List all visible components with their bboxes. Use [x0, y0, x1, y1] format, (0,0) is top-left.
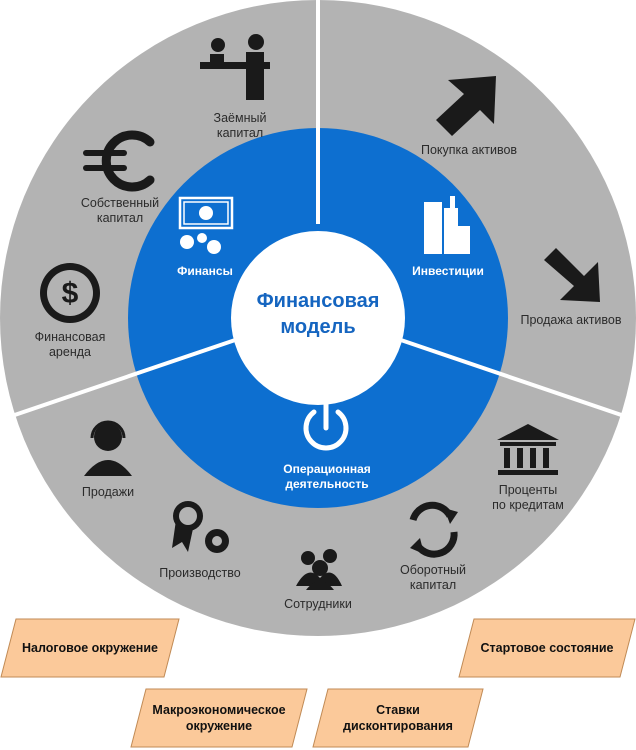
award-gear-icon	[172, 501, 229, 553]
label-leasing: Финансовая аренда	[34, 330, 106, 359]
box-macro-environment: Макроэкономическое окружение	[130, 688, 308, 748]
box-shape	[312, 688, 484, 748]
ring-dividers	[0, 0, 636, 420]
segment-label-investments: Инвестиции	[412, 264, 484, 278]
box-label: Ставки дисконтирования	[343, 703, 453, 733]
label-asset-sale: Продажа активов	[520, 313, 622, 327]
box-shape	[458, 618, 636, 678]
box-label: Налоговое окружение	[22, 641, 158, 655]
money-icon	[178, 196, 234, 254]
box-shape	[0, 618, 180, 678]
box-tax-environment: Налоговое окружение	[0, 618, 180, 678]
cycle-arrows-icon	[409, 501, 458, 558]
label-sales: Продажи	[81, 485, 135, 499]
label-equity: Собственный капитал	[80, 196, 160, 225]
svg-text:$: $	[62, 277, 79, 310]
divider-line	[391, 335, 636, 422]
label-staff: Сотрудники	[284, 597, 352, 611]
building-icon	[424, 196, 470, 254]
segment-label-finance: Финансы	[177, 264, 233, 278]
label-production: Производство	[159, 566, 241, 580]
arrow-down-right-icon	[544, 248, 600, 302]
label-interest: Проценты по кредитам	[492, 483, 564, 512]
segment-label-operations: Операционная деятельность	[283, 462, 371, 491]
bank-icon	[497, 424, 559, 475]
label-working-capital: Оборотный капитал	[399, 563, 467, 592]
box-start-state: Стартовое состояние	[458, 618, 636, 678]
meeting-people-icon	[200, 34, 270, 100]
support-agent-icon	[84, 420, 132, 476]
label-asset-purchase: Покупка активов	[420, 143, 518, 157]
power-icon	[303, 399, 349, 451]
box-label: Стартовое состояние	[480, 641, 614, 655]
box-discount-rates: Ставки дисконтирования	[312, 688, 484, 748]
center-title: Финансовая модель	[256, 290, 380, 338]
box-label: Макроэкономическое окружение	[152, 703, 286, 733]
label-loan-capital: Заёмный капитал	[213, 111, 267, 140]
divider-line	[0, 335, 245, 422]
center-disc	[231, 231, 405, 405]
box-shape	[130, 688, 308, 748]
dollar-coin-icon: $	[40, 263, 100, 323]
arrow-up-right-icon	[436, 76, 496, 136]
euro-icon	[83, 130, 155, 192]
team-icon	[296, 549, 342, 590]
